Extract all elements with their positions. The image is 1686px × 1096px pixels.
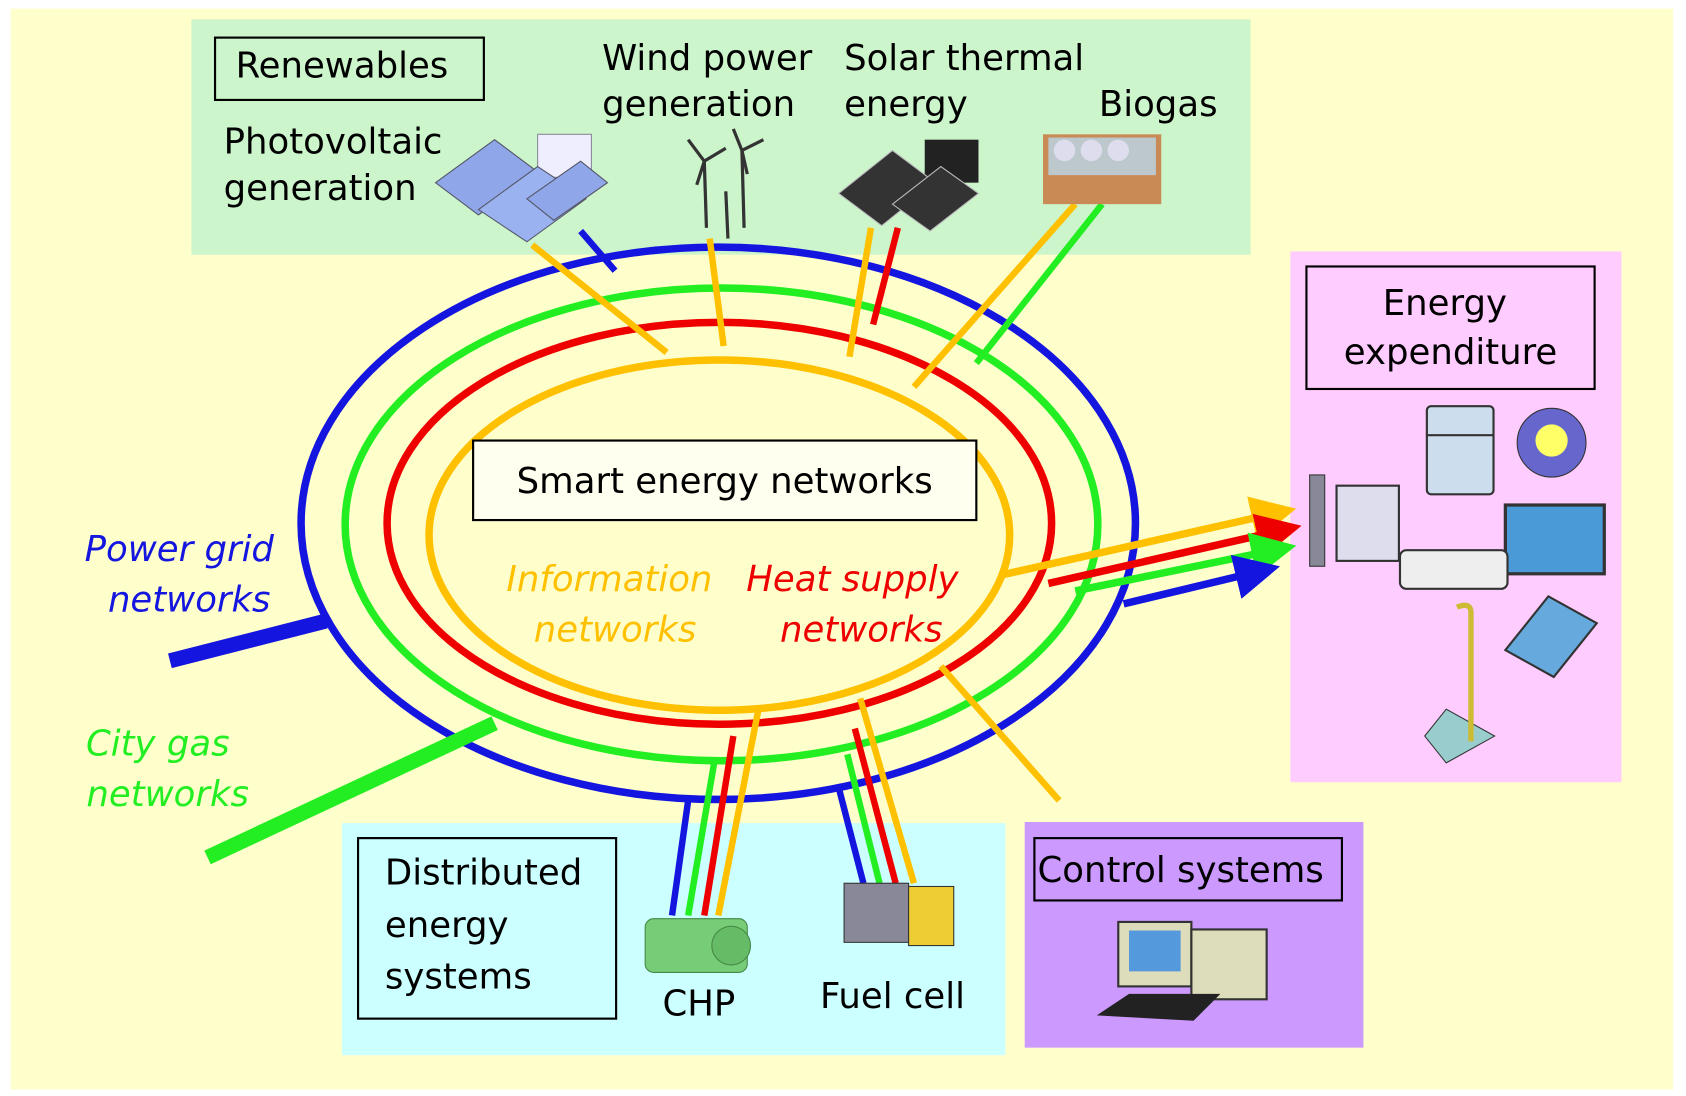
chp-icon bbox=[644, 918, 752, 973]
control-title: Control systems bbox=[1037, 850, 1323, 891]
biogas-icon bbox=[1042, 134, 1162, 205]
chp-label: CHP bbox=[662, 983, 735, 1024]
line: Energy bbox=[1383, 283, 1507, 324]
city-gas-label: City gas networks bbox=[86, 723, 249, 814]
line: energy bbox=[385, 905, 509, 946]
distributed-title: Distributed energy systems bbox=[385, 852, 594, 997]
control-title-box bbox=[1033, 837, 1343, 902]
line: generation bbox=[602, 84, 795, 125]
line: energy bbox=[844, 84, 968, 125]
line: networks bbox=[86, 774, 249, 815]
line: networks bbox=[108, 579, 271, 620]
information-ring bbox=[425, 356, 1014, 715]
line: Photovoltaic bbox=[224, 122, 443, 163]
line: Distributed bbox=[385, 852, 582, 893]
connections bbox=[168, 202, 1302, 917]
wind-label: Wind power generation bbox=[602, 38, 823, 125]
fuel-cell-icon bbox=[843, 882, 955, 947]
pv-icon bbox=[434, 133, 609, 243]
distributed-title-box bbox=[356, 837, 618, 1020]
line: Power grid bbox=[85, 529, 275, 570]
renewables-title-box bbox=[213, 36, 485, 102]
expenditure-title-box bbox=[1305, 265, 1596, 391]
center-title: Smart energy networks bbox=[517, 461, 933, 502]
wind-icon bbox=[686, 128, 765, 239]
renewables-title: Renewables bbox=[236, 45, 449, 86]
city-gas-ring bbox=[341, 284, 1102, 765]
line: City gas bbox=[86, 723, 230, 764]
power-grid-label: Power grid networks bbox=[85, 529, 286, 620]
expenditure-title: Energy expenditure bbox=[1344, 283, 1557, 373]
heat-label: Heat supply networks bbox=[746, 559, 970, 650]
computer-icon bbox=[1096, 920, 1268, 1021]
information-label: Information networks bbox=[506, 559, 723, 650]
line: systems bbox=[385, 957, 532, 998]
power-grid-ring bbox=[297, 243, 1140, 804]
line: Information bbox=[506, 559, 712, 600]
biogas-label: Biogas bbox=[1099, 84, 1218, 125]
solar-label: Solar thermal energy bbox=[844, 38, 1095, 125]
photovoltaic-label: Photovoltaic generation bbox=[224, 122, 454, 209]
fuel-cell-label: Fuel cell bbox=[820, 976, 965, 1017]
line: networks bbox=[780, 609, 943, 650]
solar-icon bbox=[837, 139, 980, 232]
line: Wind power bbox=[602, 38, 813, 79]
line: generation bbox=[224, 168, 417, 209]
line: Solar thermal bbox=[844, 38, 1084, 79]
appliance-icons bbox=[1309, 405, 1606, 764]
line: expenditure bbox=[1344, 332, 1557, 373]
center-title-box bbox=[472, 439, 978, 522]
line: networks bbox=[534, 609, 697, 650]
line: Heat supply bbox=[746, 559, 959, 600]
